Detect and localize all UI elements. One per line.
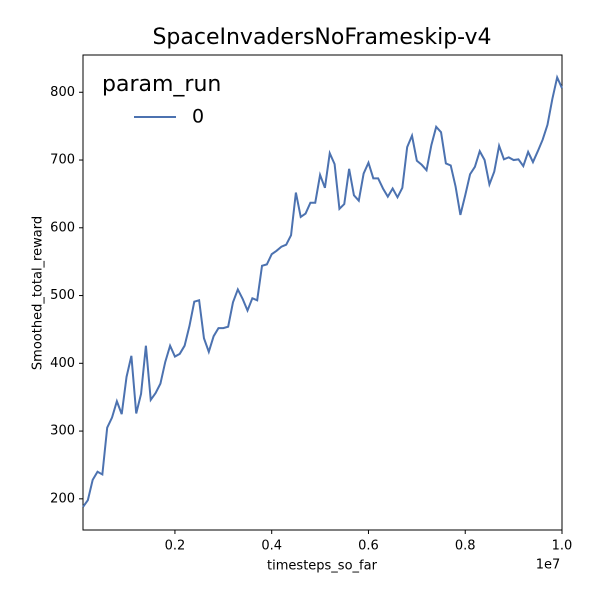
plot-frame xyxy=(82,54,563,531)
y-tick-label: 300 xyxy=(50,424,75,439)
x-offset-label: 1e7 xyxy=(536,558,561,573)
x-tick-label: 0.4 xyxy=(261,539,282,554)
y-tick-label: 700 xyxy=(50,153,75,168)
legend-title: param_run xyxy=(102,72,221,97)
y-tick-label: 200 xyxy=(50,491,75,506)
x-axis-label: timesteps_so_far xyxy=(267,559,378,574)
x-tick-label: 1.0 xyxy=(552,539,573,554)
x-tick-label: 0.2 xyxy=(165,539,186,554)
y-tick-label: 600 xyxy=(50,220,75,235)
x-tick-label: 0.8 xyxy=(455,539,476,554)
chart-title: SpaceInvadersNoFrameskip-v4 xyxy=(152,25,491,50)
y-tick-label: 800 xyxy=(50,85,75,100)
y-tick-label: 500 xyxy=(50,288,75,303)
legend-label: 0 xyxy=(192,106,204,128)
y-axis-label: Smoothed_total_reward xyxy=(31,216,46,370)
y-tick-label: 400 xyxy=(50,356,75,371)
x-tick-label: 0.6 xyxy=(358,539,379,554)
data-line xyxy=(82,74,563,508)
